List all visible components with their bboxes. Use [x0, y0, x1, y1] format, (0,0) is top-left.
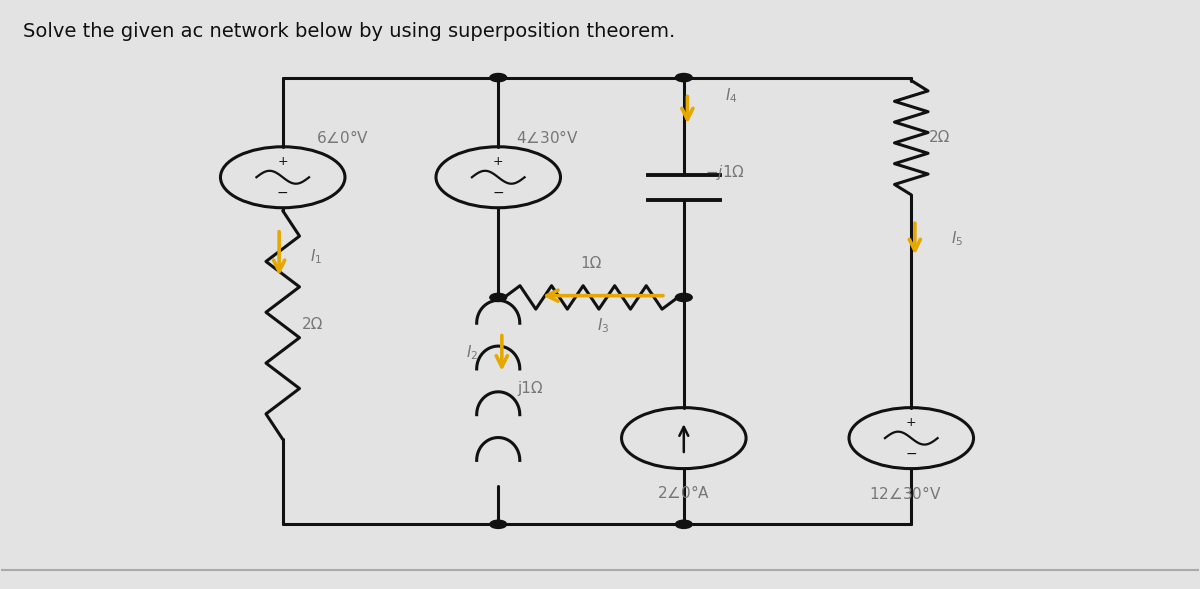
Text: 6$\angle$0$\degree$V: 6$\angle$0$\degree$V	[317, 129, 370, 146]
Circle shape	[490, 74, 506, 82]
Circle shape	[676, 74, 692, 82]
Text: $I_3$: $I_3$	[596, 316, 610, 335]
Text: −: −	[277, 186, 288, 200]
Text: −: −	[492, 186, 504, 200]
Text: +: +	[906, 416, 917, 429]
Text: +: +	[493, 155, 504, 168]
Text: $I_4$: $I_4$	[725, 86, 738, 104]
Text: −: −	[906, 447, 917, 461]
Circle shape	[676, 293, 692, 302]
Circle shape	[490, 293, 506, 302]
Circle shape	[490, 520, 506, 528]
Text: $-j$1Ω: $-j$1Ω	[706, 163, 745, 183]
Text: 2Ω: 2Ω	[302, 317, 323, 332]
Text: j1Ω: j1Ω	[517, 382, 544, 396]
Text: 4$\angle$30$\degree$V: 4$\angle$30$\degree$V	[516, 129, 578, 146]
Text: $I_1$: $I_1$	[310, 247, 323, 266]
Text: $I_5$: $I_5$	[950, 230, 962, 248]
Text: $I_2$: $I_2$	[466, 344, 478, 362]
Text: 1Ω: 1Ω	[581, 256, 601, 271]
Text: Solve the given ac network below by using superposition theorem.: Solve the given ac network below by usin…	[23, 22, 676, 41]
Circle shape	[676, 520, 692, 528]
Text: 12$\angle$30$\degree$V: 12$\angle$30$\degree$V	[869, 485, 942, 502]
Text: +: +	[277, 155, 288, 168]
Text: 2Ω: 2Ω	[929, 130, 950, 145]
Text: 2$\angle$0$\degree$A: 2$\angle$0$\degree$A	[658, 484, 710, 501]
